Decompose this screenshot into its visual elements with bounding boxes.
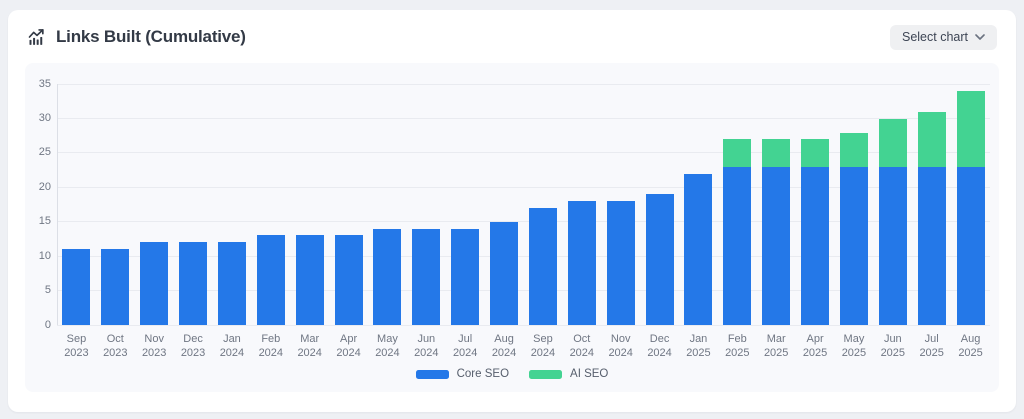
bar-segment-ai-seo[interactable] <box>801 139 830 167</box>
bar-segment-core-seo[interactable] <box>878 167 907 325</box>
bar-segment-core-seo[interactable] <box>256 235 285 325</box>
bar-segment-core-seo[interactable] <box>412 229 441 325</box>
bar-segment-core-seo[interactable] <box>490 222 519 325</box>
gridline <box>57 255 990 257</box>
y-axis-line <box>57 84 58 325</box>
x-axis-tick-label: Jan 2024 <box>219 333 245 359</box>
legend-swatch <box>415 369 449 379</box>
x-axis-tick-label: Nov 2023 <box>141 333 167 359</box>
x-axis-tick-label: Jul 2025 <box>919 333 944 359</box>
legend-label: Core SEO <box>456 368 510 380</box>
gridline <box>57 221 990 223</box>
bar-segment-core-seo[interactable] <box>217 242 246 325</box>
y-axis-tick-label: 25 <box>38 146 51 159</box>
y-axis-tick-label: 15 <box>38 215 51 228</box>
chart-title: Links Built (Cumulative) <box>56 27 246 46</box>
gridline <box>57 186 990 188</box>
bar-segment-core-seo[interactable] <box>839 167 868 325</box>
y-axis-tick-label: 35 <box>38 77 51 90</box>
bar-segment-core-seo[interactable] <box>801 167 830 325</box>
card-header: Links Built (Cumulative) Select chart <box>27 24 997 50</box>
x-axis-tick-label: Mar 2024 <box>297 333 322 359</box>
x-axis-tick-label: May 2025 <box>841 333 867 359</box>
x-axis-tick-label: Sep 2023 <box>64 333 89 359</box>
x-axis-tick-label: Oct 2024 <box>569 333 595 359</box>
x-axis-tick-label: Apr 2025 <box>802 333 828 359</box>
chart-panel: 0 5 10 15 20 25 30 35 Sep 2023 Oct 2023 Nov 2023 Dec 20… <box>25 63 999 392</box>
y-axis-tick-label: 10 <box>38 249 51 262</box>
chart-trend-icon <box>27 27 47 47</box>
bar-segment-core-seo[interactable] <box>956 167 985 325</box>
x-axis-tick-label: Aug 2024 <box>491 333 517 359</box>
bar-segment-core-seo[interactable] <box>101 249 130 325</box>
bar-segment-core-seo[interactable] <box>762 167 791 325</box>
legend-item-ai-seo[interactable]: AI SEO <box>529 368 608 380</box>
legend-item-core-seo[interactable]: Core SEO <box>415 368 510 380</box>
bar-segment-core-seo[interactable] <box>62 249 91 325</box>
bar-segment-ai-seo[interactable] <box>723 139 752 167</box>
chart-card: Links Built (Cumulative) Select chart 0 5… <box>8 10 1016 412</box>
chevron-down-icon <box>975 34 985 40</box>
y-axis-tick-label: 5 <box>44 284 51 297</box>
bar-segment-core-seo[interactable] <box>606 201 635 325</box>
bar-segment-core-seo[interactable] <box>917 167 946 325</box>
bar-segment-core-seo[interactable] <box>179 242 208 325</box>
gridline <box>57 83 990 85</box>
bar-segment-core-seo[interactable] <box>373 229 402 325</box>
gridline <box>57 290 990 292</box>
bar-segment-core-seo[interactable] <box>723 167 752 325</box>
bar-segment-ai-seo[interactable] <box>956 91 985 167</box>
legend-label: AI SEO <box>570 368 609 380</box>
x-axis-tick-label: Oct 2023 <box>103 333 128 359</box>
x-axis-tick-label: Jun 2025 <box>880 333 906 359</box>
x-axis-tick-label: Dec 2023 <box>180 333 206 359</box>
bar-segment-core-seo[interactable] <box>567 201 596 325</box>
select-chart-label: Select chart <box>901 30 968 44</box>
x-axis-tick-label: Feb 2024 <box>258 333 284 359</box>
x-axis-tick-label: Nov 2024 <box>608 333 633 359</box>
x-axis-tick-label: May 2024 <box>375 333 400 359</box>
legend-swatch <box>529 369 563 379</box>
bar-segment-core-seo[interactable] <box>451 229 480 325</box>
bar-segment-core-seo[interactable] <box>334 235 363 325</box>
bar-segment-ai-seo[interactable] <box>762 139 791 167</box>
x-axis-tick-label: Jul 2024 <box>452 333 478 359</box>
bar-segment-core-seo[interactable] <box>528 208 557 325</box>
x-axis-tick-label: Jan 2025 <box>686 333 711 359</box>
y-axis-tick-label: 30 <box>38 111 51 124</box>
bar-segment-core-seo[interactable] <box>140 242 169 325</box>
bar-segment-ai-seo[interactable] <box>878 119 907 167</box>
bar-segment-core-seo[interactable] <box>295 235 324 325</box>
x-axis-tick-label: Mar 2025 <box>763 333 789 359</box>
x-axis-tick-label: Dec 2024 <box>647 333 672 359</box>
x-axis-tick-label: Feb 2025 <box>725 333 750 359</box>
chart-legend: Core SEO AI SEO <box>25 368 999 380</box>
y-axis-tick-label: 0 <box>44 318 51 331</box>
bar-segment-core-seo[interactable] <box>645 194 674 325</box>
gridline <box>57 117 990 119</box>
x-axis-tick-label: Sep 2024 <box>530 333 556 359</box>
x-axis-tick-label: Jun 2024 <box>414 333 439 359</box>
bar-segment-ai-seo[interactable] <box>839 133 868 167</box>
gridline <box>57 152 990 154</box>
select-chart-button[interactable]: Select chart <box>889 24 997 50</box>
gridline <box>57 324 990 326</box>
bar-segment-core-seo[interactable] <box>684 174 713 325</box>
x-axis-tick-label: Aug 2025 <box>958 333 983 359</box>
bar-segment-ai-seo[interactable] <box>917 112 946 167</box>
x-axis-tick-label: Apr 2024 <box>336 333 361 359</box>
y-axis-tick-label: 20 <box>38 180 51 193</box>
